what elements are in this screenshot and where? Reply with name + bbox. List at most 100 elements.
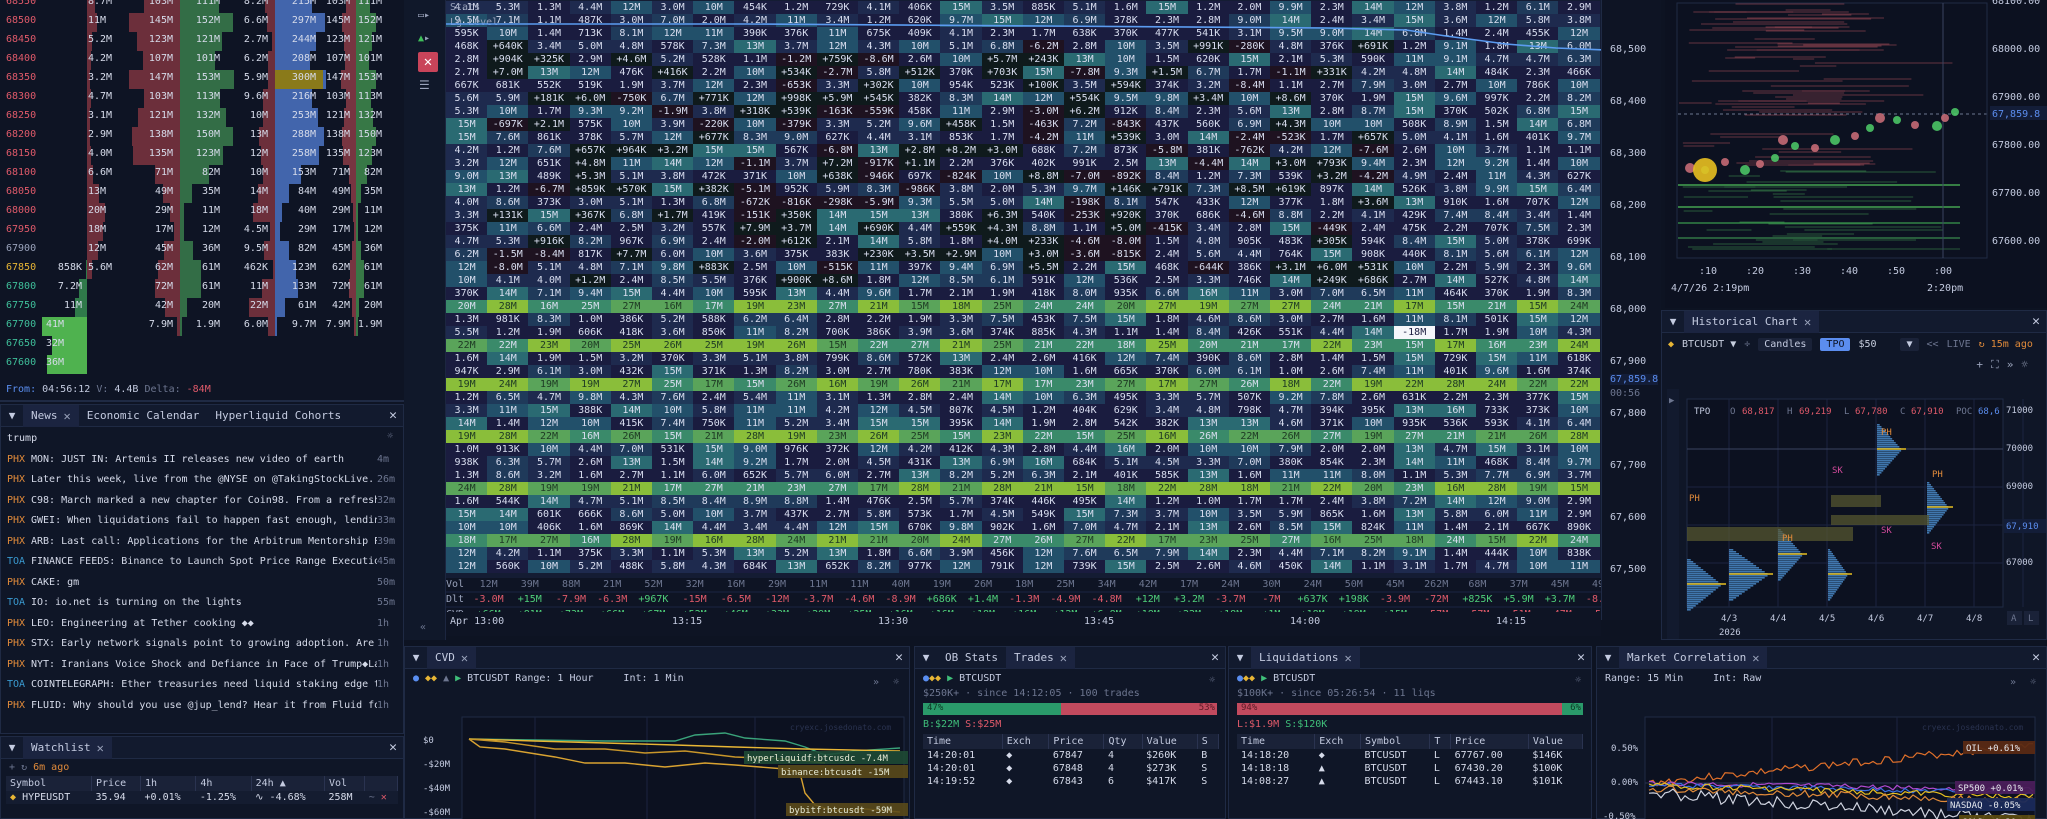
col-time[interactable]: Time [1237, 734, 1316, 749]
col-qty[interactable]: Qty [1103, 734, 1143, 749]
back-button[interactable]: << [1926, 339, 1939, 350]
close-tab-icon[interactable]: ✕ [1752, 650, 1760, 665]
col-type[interactable]: T [1429, 734, 1452, 749]
panel-menu-icon[interactable]: ▼ [1669, 315, 1677, 328]
step-dropdown-icon[interactable]: ▼ [1900, 338, 1919, 351]
col-symbol[interactable]: Symbol [6, 776, 93, 791]
col-symbol[interactable]: Symbol [1360, 734, 1431, 749]
crosshair-icon[interactable]: + [1976, 358, 1992, 371]
news-item[interactable]: TOA FINANCE FEEDS: Binance to Launch Spot… [1, 552, 403, 573]
orderbook-heatmap-chart[interactable]: 68100.00 68000.00 67900.00 67800.00 67700.00… [1665, 0, 2047, 308]
refresh-icon[interactable]: ↻ [21, 762, 28, 773]
panel-menu-icon[interactable]: ▼ [8, 741, 16, 754]
refresh-icon[interactable]: ↻ [1978, 339, 1985, 350]
col-exch[interactable]: Exch [1002, 734, 1050, 749]
col-price[interactable]: Price [91, 776, 142, 791]
close-tab-icon[interactable]: ✕ [63, 408, 71, 423]
tab-cvd[interactable]: CVD ✕ [427, 646, 477, 669]
remove-icon[interactable]: ✕ [380, 792, 387, 803]
col-price[interactable]: Price [1048, 734, 1105, 749]
news-item[interactable]: PHX MON: JUST IN: Artemis II releases new… [1, 449, 403, 470]
fullscreen-icon[interactable]: ⛶ [1991, 358, 2007, 371]
step-input[interactable]: $50 [1858, 339, 1877, 350]
footprint-heatmap-grid[interactable]: Stats Lg Level 4.1M 5.3M 1.3M 4.4M 12M 3.0M 10… [446, 0, 1601, 620]
time-axis[interactable]: Apr 13:00 13:15 13:30 13:45 14:00 14:15 [446, 612, 1601, 636]
panel-menu-icon[interactable]: ▼ [412, 651, 420, 664]
close-panel-icon[interactable]: ✕ [2032, 650, 2040, 665]
settings-icon[interactable]: ☼ [892, 677, 899, 688]
close-panel-icon[interactable]: ✕ [895, 650, 903, 665]
add-icon[interactable]: + [9, 762, 16, 773]
tab-watchlist[interactable]: Watchlist ✕ [23, 736, 112, 759]
news-item[interactable]: TOA COINTELEGRAPH: Ether treasuries need … [1, 675, 403, 696]
news-item[interactable]: PHX STX: Early network signals point to g… [1, 634, 403, 655]
tpo-button[interactable]: TPO [1820, 338, 1851, 351]
col-1h[interactable]: 1h [140, 776, 197, 791]
news-item[interactable]: PHX LEO: Engineering at Tether cooking ◆◆… [1, 613, 403, 634]
interval-select[interactable]: Raw [1743, 673, 1762, 684]
panel-menu-icon[interactable]: ▼ [8, 409, 16, 422]
col-exch[interactable]: Exch [1314, 734, 1361, 749]
correlation-chart[interactable]: cryexc.josedonato.com0.50%0.00%-0.50%OIL… [1597, 693, 2046, 819]
news-filter-input[interactable] [7, 432, 127, 444]
close-panel-icon[interactable]: ✕ [389, 740, 397, 755]
news-item[interactable]: PHX CAKE: gm 50m [1, 572, 403, 593]
close-tab-icon[interactable]: ✕ [1059, 650, 1067, 665]
tab-hyperliquid-cohorts[interactable]: Hyperliquid Cohorts [215, 408, 342, 422]
settings-icon[interactable]: ☼ [2029, 677, 2036, 688]
chart-icon[interactable]: ~ [368, 792, 375, 803]
close-panel-icon[interactable]: ✕ [1211, 650, 1219, 665]
panel-menu-icon[interactable]: ▼ [1236, 651, 1244, 664]
news-item[interactable]: PHX ARB: Last call: Applications for the … [1, 531, 403, 552]
news-item[interactable]: PHX GWEI: When liquidations fail to happe… [1, 511, 403, 532]
tab-liquidations[interactable]: Liquidations ✕ [1251, 646, 1360, 669]
tpo-chart[interactable]: ▶TPO O 68,817 H 69,219 L 67,780 C 67,910 POC 68,6P… [1662, 389, 2046, 639]
close-tab-icon[interactable]: ✕ [1344, 650, 1352, 665]
close-tab-icon[interactable]: ✕ [1803, 314, 1812, 329]
price-axis[interactable]: 68,500 68,400 68,300 68,200 68,100 68,000 67,9… [1601, 0, 1661, 620]
expand-icon[interactable]: » [872, 677, 879, 688]
col-side[interactable]: S [1197, 734, 1220, 749]
symbol-select[interactable]: BTCUSDT ▼ [1682, 339, 1737, 350]
col-price[interactable]: Price [1450, 734, 1529, 749]
close-panel-icon[interactable]: ✕ [2032, 314, 2040, 329]
range-select[interactable]: 1 Hour [557, 673, 594, 684]
live-button[interactable]: LIVE [1946, 339, 1971, 350]
table-row[interactable]: 14:18:18 ▲ BTCUSDT L 67430.20 $100K [1241, 763, 1563, 774]
collapse-icon[interactable]: « [420, 622, 427, 633]
expand-icon[interactable]: » [2006, 358, 2022, 371]
delete-drawings-icon[interactable]: ✕ [418, 52, 438, 72]
table-row[interactable]: 14:20:01 ◆ 67847 4 $260K B [927, 750, 1208, 761]
col-vol[interactable]: Vol [324, 776, 366, 791]
rectangle-tool-icon[interactable]: ▭▸ [418, 10, 431, 21]
settings-icon[interactable]: ☼ [1208, 675, 1215, 686]
table-row[interactable]: ◆ HYPEUSDT 35.94 +0.01% -1.25% ∿ -4.68% … [6, 791, 398, 804]
interval-select[interactable]: 1 Min [653, 673, 684, 684]
settings-icon[interactable]: ☼ [386, 431, 393, 442]
col-4h[interactable]: 4h [195, 776, 252, 791]
close-tab-icon[interactable]: ✕ [460, 650, 469, 665]
tab-ob-stats[interactable]: OB Stats [945, 650, 998, 664]
tab-historical-chart[interactable]: Historical Chart ✕ [1684, 310, 1820, 333]
panel-menu-icon[interactable]: ▼ [1604, 651, 1612, 664]
table-row[interactable]: 14:08:27 ▲ BTCUSDT L 67443.10 $101K [1241, 776, 1563, 787]
tab-market-correlation[interactable]: Market Correlation ✕ [1619, 646, 1768, 669]
menu-lines-icon[interactable]: ☰ [419, 78, 430, 92]
news-item[interactable]: PHX Later this week, live from the @NYSE … [1, 470, 403, 491]
news-item[interactable]: PHX C98: March marked a new chapter for C… [1, 490, 403, 511]
col-value[interactable]: Value [1142, 734, 1198, 749]
news-item[interactable]: PHX FLUID: Why should you use @jup_lend? … [1, 695, 403, 716]
table-row[interactable]: 14:20:01 ◆ 67848 4 $273K S [927, 763, 1208, 774]
table-row[interactable]: 14:19:52 ◆ 67843 6 $417K S [927, 776, 1208, 787]
tab-news[interactable]: News ✕ [23, 404, 79, 427]
settings-icon[interactable]: ☼ [2021, 358, 2036, 371]
expand-icon[interactable]: » [2009, 677, 2016, 688]
col-value[interactable]: Value [1528, 734, 1584, 749]
tab-trades[interactable]: Trades ✕ [1005, 646, 1075, 669]
tab-economic-calendar[interactable]: Economic Calendar [86, 408, 200, 422]
triangle-tool-icon[interactable]: ▲▸ [418, 33, 431, 44]
close-panel-icon[interactable]: ✕ [389, 408, 397, 423]
settings-icon[interactable]: ☼ [1574, 675, 1581, 686]
news-item[interactable]: TOA IO: io.net is turning on the lights 55… [1, 593, 403, 614]
cvd-chart[interactable]: cryexc.josedonato.com$0-$20M-$40M-$60Mhy… [405, 693, 909, 819]
